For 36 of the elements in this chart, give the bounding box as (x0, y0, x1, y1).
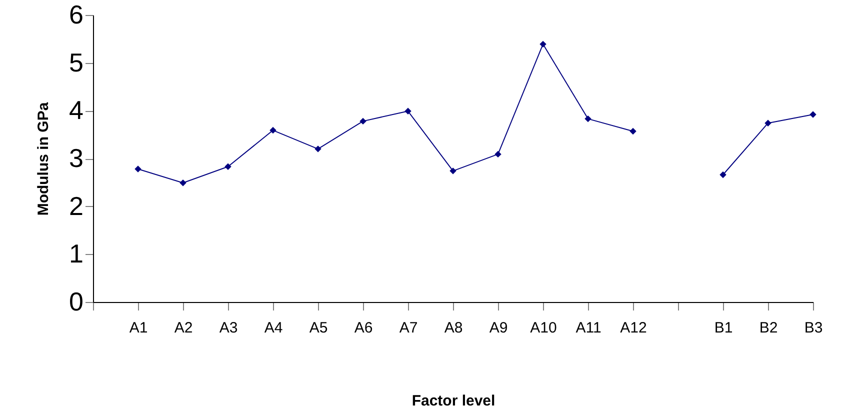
point (270, 126, 276, 134)
x-tick-label: A1 (129, 320, 148, 336)
point (584, 115, 592, 122)
x-tick-label: A3 (219, 320, 238, 336)
point (494, 150, 502, 158)
point (224, 163, 232, 170)
point (404, 108, 412, 114)
x-tick-label: A12 (620, 320, 647, 336)
y-tick-label: 5 (69, 47, 84, 78)
x-tick-label: B3 (804, 320, 823, 336)
x-tick-label: A8 (444, 320, 463, 336)
x-tick-label: A4 (264, 320, 283, 336)
y-axis-title: Modulus in GPa (35, 102, 52, 216)
x-tick-label: B1 (714, 320, 733, 336)
y-tick-label: 3 (69, 143, 84, 173)
x-axis-title: Factor level (412, 392, 496, 410)
y-tick-label: 2 (69, 190, 84, 221)
point (360, 118, 366, 125)
x-tick-label: A7 (399, 320, 418, 336)
x-tick-label: A9 (489, 320, 508, 336)
x-tick-label: A11 (576, 320, 602, 336)
point (314, 146, 322, 152)
point (630, 128, 636, 135)
y-tick-label: 1 (69, 238, 84, 269)
x-tick-label: A6 (354, 320, 373, 336)
x-tick-label: A5 (309, 320, 328, 336)
point (540, 40, 546, 48)
point (180, 180, 186, 186)
x-tick-label: B2 (759, 320, 778, 336)
y-tick-label: 6 (69, 0, 84, 30)
y-tick-label: 4 (69, 95, 84, 126)
x-tick-label: A10 (530, 320, 557, 336)
point (134, 166, 142, 172)
y-tick-label: 0 (69, 286, 84, 316)
x-tick-label: A2 (174, 320, 193, 336)
point (450, 168, 456, 174)
